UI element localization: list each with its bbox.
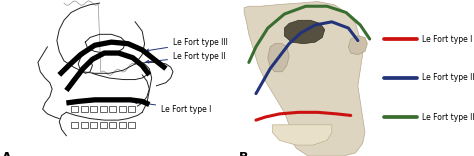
Polygon shape <box>268 44 289 72</box>
Text: Le Fort type I: Le Fort type I <box>134 101 211 114</box>
Bar <box>81 122 88 128</box>
Text: Le Fort type II: Le Fort type II <box>422 73 474 83</box>
Polygon shape <box>348 36 367 55</box>
Bar <box>81 106 88 112</box>
Bar <box>109 122 116 128</box>
Polygon shape <box>244 2 365 156</box>
Bar <box>128 122 135 128</box>
Bar <box>90 122 97 128</box>
Bar <box>100 122 107 128</box>
Polygon shape <box>273 125 332 145</box>
Polygon shape <box>284 20 325 44</box>
Bar <box>109 106 116 112</box>
Text: A: A <box>2 151 12 156</box>
Bar <box>118 106 126 112</box>
Text: Le Fort type III: Le Fort type III <box>146 38 228 52</box>
Bar <box>100 106 107 112</box>
Text: Le Fort type I: Le Fort type I <box>422 34 472 44</box>
Text: B: B <box>239 151 249 156</box>
Text: Le Fort type III: Le Fort type III <box>422 112 474 122</box>
Text: Le Fort type II: Le Fort type II <box>146 52 226 63</box>
Bar <box>128 106 135 112</box>
Bar <box>118 122 126 128</box>
Bar <box>90 106 97 112</box>
Bar <box>71 106 78 112</box>
Bar <box>71 122 78 128</box>
